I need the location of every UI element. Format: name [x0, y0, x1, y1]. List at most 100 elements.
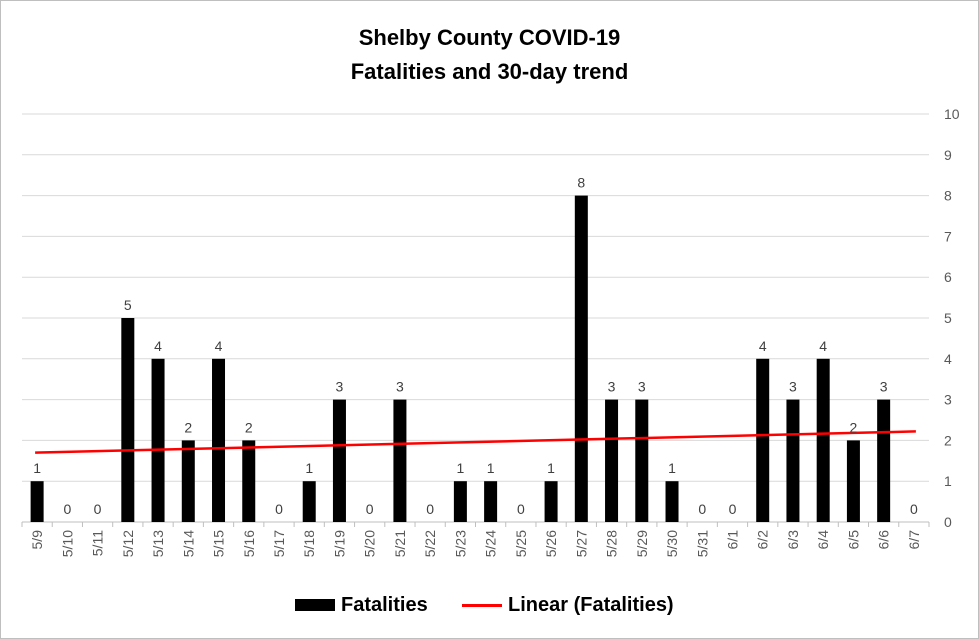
legend-label-fatalities: Fatalities [341, 593, 428, 616]
data-label: 0 [729, 501, 737, 517]
data-label: 1 [668, 460, 676, 476]
x-tick-label: 5/17 [271, 530, 287, 557]
bar-5/21 [393, 399, 407, 522]
bar-5/13 [151, 358, 165, 522]
y-tick-label: 8 [944, 188, 952, 204]
x-tick-label: 5/16 [241, 530, 257, 557]
data-label: 3 [336, 379, 344, 395]
x-tick-label: 5/12 [120, 530, 136, 557]
data-label: 2 [245, 419, 253, 435]
bar-5/26 [544, 481, 558, 522]
bar-5/24 [484, 481, 498, 522]
chart-title-line-1: Shelby County COVID-19 [358, 25, 621, 50]
data-label: 8 [577, 175, 585, 191]
data-label: 3 [396, 379, 404, 395]
data-label: 0 [275, 501, 283, 517]
chart-title-line-2: Fatalities and 30-day trend [350, 59, 629, 84]
x-tick-label: 5/15 [211, 530, 227, 557]
data-label: 0 [426, 501, 434, 517]
data-label: 0 [63, 501, 71, 517]
bar-6/3 [786, 399, 800, 522]
data-label: 4 [759, 338, 767, 354]
bar-5/14 [181, 440, 195, 522]
y-tick-label: 6 [944, 269, 952, 285]
bar-5/9 [30, 481, 44, 522]
x-tick-label: 5/22 [422, 530, 438, 557]
x-axis-ticks: 5/9 5/10 5/11 5/12 5/13 5/14 5/15 5/16 5/17 5/18 5… [21, 522, 930, 557]
data-label: 2 [184, 419, 192, 435]
bars [30, 195, 891, 522]
data-label: 1 [33, 460, 41, 476]
bar-5/19 [332, 399, 346, 522]
data-label: 3 [638, 379, 646, 395]
bar-5/28 [605, 399, 619, 522]
x-tick-label: 5/11 [90, 530, 106, 556]
data-label: 0 [94, 501, 102, 517]
legend-swatch-fatalities [295, 599, 335, 611]
legend-item-linear: Linear (Fatalities) [462, 590, 674, 620]
x-tick-label: 5/28 [604, 530, 620, 557]
bar-5/30 [665, 481, 679, 522]
y-tick-label: 0 [944, 514, 952, 530]
bar-6/5 [846, 440, 860, 522]
data-label: 4 [215, 338, 223, 354]
bar-5/27 [574, 195, 588, 522]
y-axis-ticks: 0 1 2 3 4 5 6 7 8 9 10 [944, 106, 960, 530]
x-tick-label: 5/18 [301, 530, 317, 557]
y-tick-label: 2 [944, 432, 952, 448]
x-tick-label: 5/27 [573, 530, 589, 557]
x-tick-label: 5/19 [331, 530, 347, 557]
y-tick-label: 9 [944, 147, 952, 163]
data-label: 3 [608, 379, 616, 395]
x-tick-label: 5/31 [694, 530, 710, 557]
data-label: 0 [517, 501, 525, 517]
x-tick-label: 5/10 [59, 530, 75, 557]
y-tick-label: 3 [944, 392, 952, 408]
data-label: 1 [456, 460, 464, 476]
x-tick-label: 6/7 [906, 530, 922, 550]
y-tick-label: 1 [944, 473, 952, 489]
data-label: 1 [305, 460, 313, 476]
data-label: 4 [154, 338, 162, 354]
bar-5/15 [212, 358, 226, 522]
bar-6/2 [756, 358, 770, 522]
bar-5/29 [635, 399, 649, 522]
legend-swatch-linear [462, 603, 502, 607]
x-tick-label: 5/21 [392, 530, 408, 557]
data-labels: 1 0 0 5 4 2 4 2 0 1 3 0 3 0 1 1 0 1 8 3 3 1 0 0 4 3 4 2 3 0 [33, 175, 918, 517]
data-label: 1 [547, 460, 555, 476]
legend-item-fatalities: Fatalities [295, 590, 428, 620]
x-tick-label: 5/24 [483, 530, 499, 557]
x-tick-label: 5/9 [29, 530, 45, 550]
bar-5/18 [302, 481, 316, 522]
y-tick-label: 4 [944, 351, 952, 367]
data-label: 1 [487, 460, 495, 476]
y-tick-label: 5 [944, 310, 952, 326]
bar-6/4 [816, 358, 830, 522]
bar-5/16 [242, 440, 256, 522]
data-label: 0 [698, 501, 706, 517]
data-label: 2 [850, 419, 858, 435]
data-label: 4 [819, 338, 827, 354]
data-label: 0 [910, 501, 918, 517]
legend: Fatalities Linear (Fatalities) [0, 590, 979, 620]
data-label: 0 [366, 501, 374, 517]
y-tick-label: 7 [944, 228, 952, 244]
x-tick-label: 5/29 [634, 530, 650, 557]
x-tick-label: 5/13 [150, 530, 166, 557]
trendline-linear [35, 430, 916, 454]
bar-5/12 [121, 318, 135, 522]
x-tick-label: 5/14 [180, 530, 196, 557]
x-tick-label: 5/25 [513, 530, 529, 557]
x-tick-label: 5/30 [664, 530, 680, 557]
x-tick-label: 6/6 [876, 530, 892, 550]
x-tick-label: 6/1 [724, 530, 740, 550]
bar-5/23 [453, 481, 467, 522]
bar-6/6 [877, 399, 891, 522]
data-label: 3 [880, 379, 888, 395]
x-tick-label: 6/4 [815, 530, 831, 550]
x-tick-label: 6/3 [785, 530, 801, 550]
data-label: 5 [124, 297, 132, 313]
